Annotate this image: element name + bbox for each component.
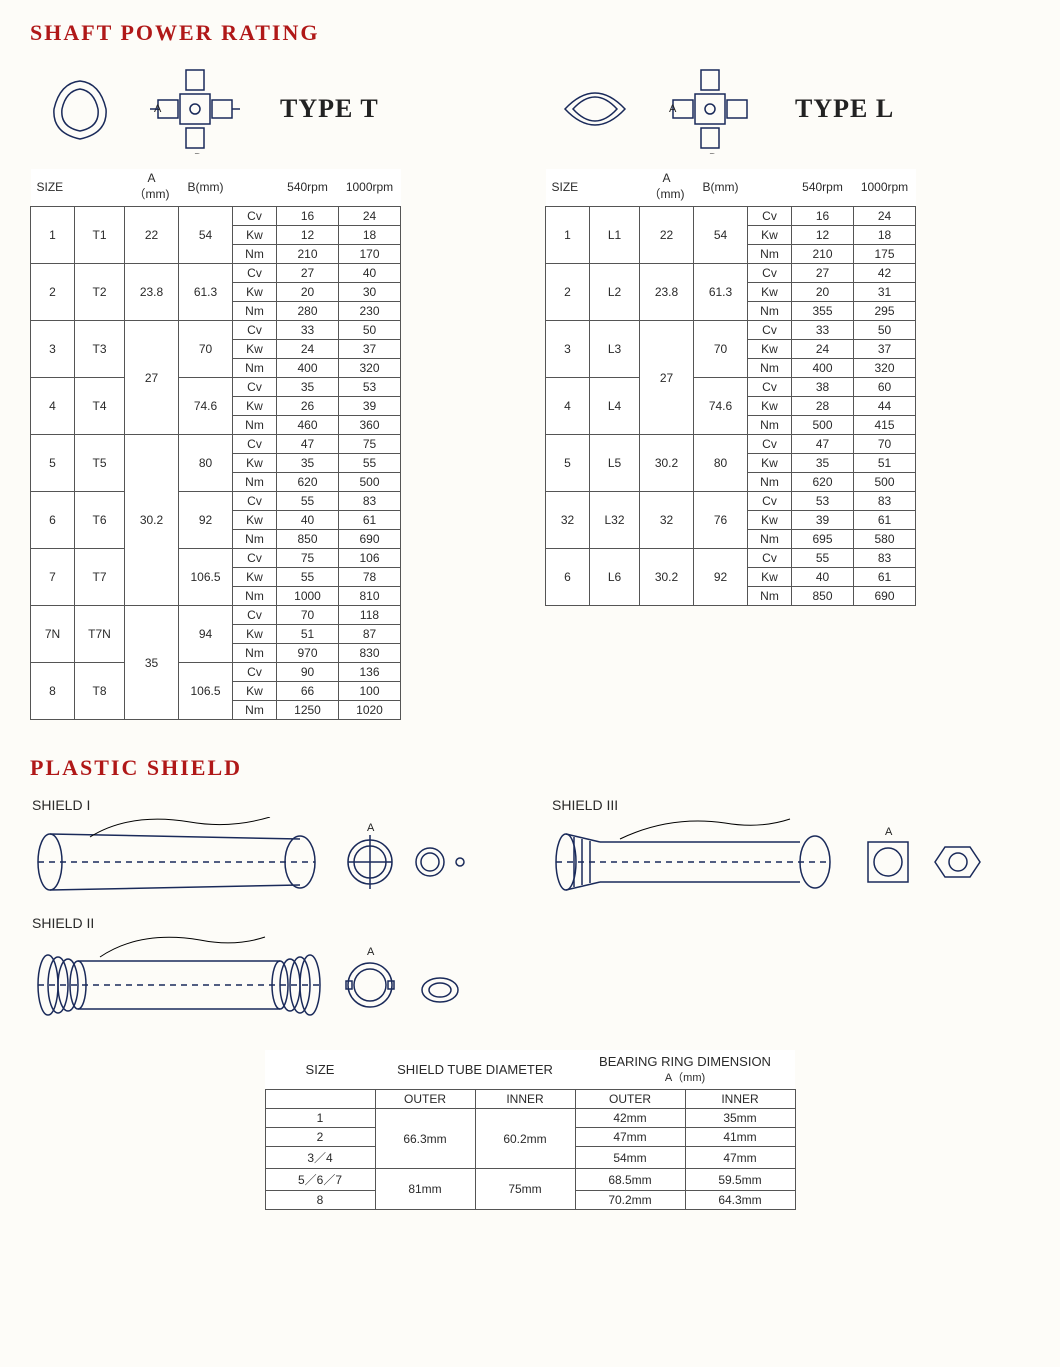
svg-text:A: A: [669, 103, 677, 115]
svg-text:A: A: [367, 822, 375, 834]
svg-text:A: A: [367, 946, 375, 958]
section-heading-plastic: PLASTIC SHIELD: [30, 755, 1030, 781]
type-t-label: TYPE T: [280, 94, 379, 124]
cross-joint-icon: A B: [150, 64, 240, 154]
svg-text:B: B: [194, 152, 201, 154]
cross-joint-icon: A B: [665, 64, 755, 154]
svg-text:A: A: [885, 826, 893, 838]
power-rating-row: A B TYPE T SIZE A（mm)B(mm) 540rpm1000rpm…: [30, 54, 1030, 720]
shield-left-column: SHIELD I A SHIELD II: [30, 789, 510, 1025]
type-t-block: A B TYPE T SIZE A（mm)B(mm) 540rpm1000rpm…: [30, 54, 515, 720]
shield-2-icon: A: [30, 935, 470, 1025]
shield-3-label: SHIELD III: [552, 797, 1030, 813]
type-l-label: TYPE L: [795, 94, 894, 124]
shield-3-icon: A: [550, 817, 990, 907]
shield-2-label: SHIELD II: [32, 915, 510, 931]
shield-table: SIZE SHIELD TUBE DIAMETER BEARING RING D…: [265, 1050, 796, 1210]
shield-1-label: SHIELD I: [32, 797, 510, 813]
type-l-table: SIZE A（mm)B(mm) 540rpm1000rpm1L12254Cv16…: [545, 169, 916, 606]
svg-text:B: B: [709, 152, 716, 154]
shield-1-icon: A: [30, 817, 470, 907]
shield-right-column: SHIELD III A: [550, 789, 1030, 907]
type-l-block: A B TYPE L SIZE A（mm)B(mm) 540rpm1000rpm…: [545, 54, 1030, 606]
section-heading-shaft: SHAFT POWER RATING: [30, 20, 1030, 46]
lemon-profile-icon: [555, 69, 635, 149]
type-t-table: SIZE A（mm)B(mm) 540rpm1000rpm1T12254Cv16…: [30, 169, 401, 720]
triangle-profile-icon: [40, 69, 120, 149]
